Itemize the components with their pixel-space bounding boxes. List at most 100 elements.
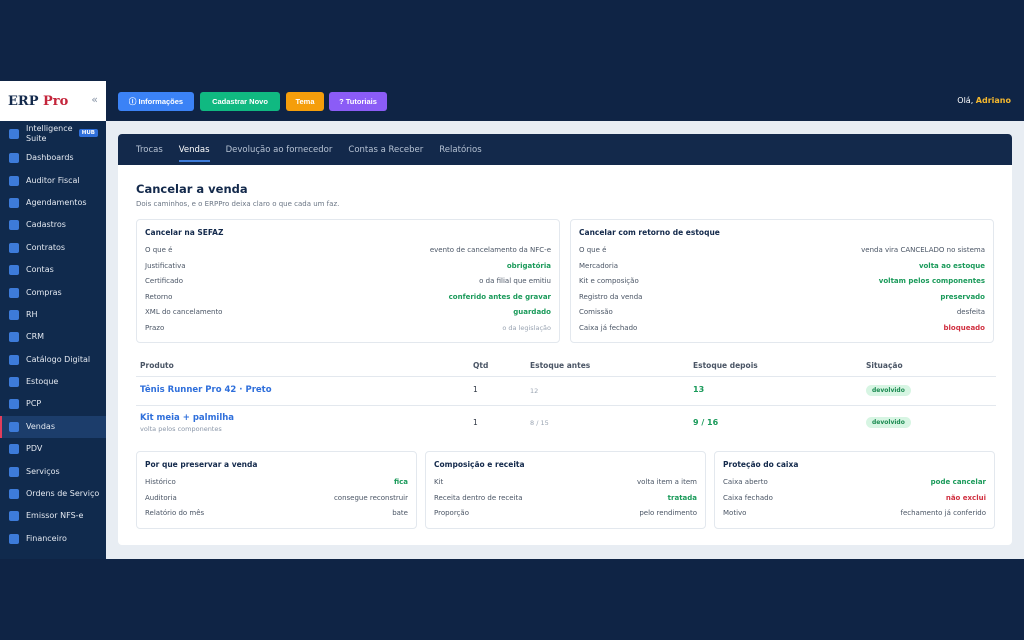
collapse-sidebar-icon[interactable]: « xyxy=(91,93,98,106)
kv-row: Motivo fechamento já conferido xyxy=(723,507,986,519)
kv-key: Mercadoria xyxy=(579,262,619,270)
divider xyxy=(136,405,996,406)
stock-before-value: 8 / 15 xyxy=(530,419,549,427)
sidebar-item-contratos[interactable]: Contratos xyxy=(0,237,106,259)
sidebar-nav: Intelligence Suite HUB Dashboards Auditor… xyxy=(0,121,106,550)
kv-key: Caixa aberto xyxy=(723,478,768,486)
sidebar-item-vendas[interactable]: Vendas xyxy=(0,415,106,439)
kv-value: desfeita xyxy=(956,308,985,316)
panel-title: Proteção do caixa xyxy=(723,460,799,469)
col-header-situacao: Situação xyxy=(866,361,903,370)
kv-value: guardado xyxy=(513,308,551,316)
stock-after-value: 9 / 16 xyxy=(693,418,719,427)
sidebar-item-catalogo-digital[interactable]: Catálogo Digital xyxy=(0,349,106,371)
module-icon xyxy=(9,197,19,208)
sidebar-item-agendamentos[interactable]: Agendamentos xyxy=(0,192,106,214)
kv-value: bloqueado xyxy=(943,324,985,332)
page-subtitle: Dois caminhos, e o ERPPro deixa claro o … xyxy=(136,200,340,208)
kv-value: não exclui xyxy=(945,494,986,502)
sidebar-item-pdv[interactable]: PDV xyxy=(0,438,106,460)
hub-badge: HUB xyxy=(78,129,98,137)
sidebar-item-dashboards[interactable]: Dashboards xyxy=(0,147,106,169)
sidebar-item-auditor-fiscal[interactable]: Auditor Fiscal xyxy=(0,169,106,191)
panel-title: Cancelar com retorno de estoque xyxy=(579,228,720,237)
sidebar-item-emissor-nfse[interactable]: Emissor NFS-e xyxy=(0,505,106,527)
sidebar-item-financeiro[interactable]: Financeiro xyxy=(0,528,106,550)
tab-devolucao-fornecedor[interactable]: Devolução ao fornecedor xyxy=(225,144,333,155)
kv-value: evento de cancelamento da NFC-e xyxy=(429,246,551,254)
sidebar-item-intelligence-suite[interactable]: Intelligence Suite HUB xyxy=(0,121,106,147)
col-header-produto: Produto xyxy=(140,361,174,370)
main-card: Trocas Vendas Devolução ao fornecedor Co… xyxy=(118,134,1012,545)
kv-row: Kit e composição voltam pelos componentes xyxy=(579,275,985,287)
status-badge: devolvido xyxy=(866,385,911,396)
kv-value: bate xyxy=(392,509,408,517)
kv-row: Receita dentro de receita tratada xyxy=(434,492,697,504)
kv-row: Mercadoria volta ao estoque xyxy=(579,260,985,272)
sidebar-item-crm[interactable]: CRM xyxy=(0,326,106,348)
tab-relatorios[interactable]: Relatórios xyxy=(439,144,482,155)
theme-button[interactable]: Tema xyxy=(286,92,324,111)
kv-value: obrigatória xyxy=(506,262,551,270)
kv-key: Motivo xyxy=(723,509,747,517)
kv-key: Certificado xyxy=(145,277,184,285)
kv-key: O que é xyxy=(145,246,173,254)
info-button[interactable]: ⓘ Informações xyxy=(118,92,194,111)
module-icon xyxy=(9,220,19,231)
module-icon xyxy=(9,421,19,432)
tab-vendas[interactable]: Vendas xyxy=(178,134,210,165)
kv-key: Histórico xyxy=(145,478,176,486)
module-icon xyxy=(9,153,19,164)
kv-value: pelo rendimento xyxy=(639,509,697,517)
product-link[interactable]: Kit meia + palmilha xyxy=(140,413,235,423)
module-icon xyxy=(9,466,19,477)
module-icon xyxy=(9,377,19,388)
sidebar-item-rh[interactable]: RH xyxy=(0,304,106,326)
kv-row: XML do cancelamento guardado xyxy=(145,306,551,318)
kv-row: Kit volta item a item xyxy=(434,476,697,488)
kv-key: Caixa fechado xyxy=(723,494,773,502)
sidebar-item-estoque[interactable]: Estoque xyxy=(0,371,106,393)
qty-value: 1 xyxy=(473,385,478,394)
col-header-estoque-depois: Estoque depois xyxy=(693,361,758,370)
sidebar-item-ordens-de-servico[interactable]: Ordens de Serviço xyxy=(0,483,106,505)
kv-row: Caixa fechado não exclui xyxy=(723,492,986,504)
module-icon xyxy=(9,242,19,253)
kv-value: venda vira CANCELADO no sistema xyxy=(861,246,985,254)
module-icon xyxy=(9,444,19,455)
logo-bar: ERP Pro « xyxy=(0,81,106,121)
tab-contas-a-receber[interactable]: Contas a Receber xyxy=(348,144,424,155)
kv-row: Certificado o da filial que emitiu xyxy=(145,275,551,287)
divider xyxy=(136,376,996,377)
tutorials-button[interactable]: ? Tutoriais xyxy=(329,92,387,111)
kv-value: pode cancelar xyxy=(930,478,986,486)
tab-trocas[interactable]: Trocas xyxy=(136,144,163,155)
kv-key: Prazo xyxy=(145,324,165,332)
sidebar-item-contas[interactable]: Contas xyxy=(0,259,106,281)
kv-row: Auditoria consegue reconstruir xyxy=(145,492,408,504)
sidebar: ERP Pro « Intelligence Suite HUB Dashboar… xyxy=(0,81,106,559)
kv-value: preservado xyxy=(940,293,985,301)
add-new-button[interactable]: Cadastrar Novo xyxy=(200,92,280,111)
kv-value: tratada xyxy=(667,494,697,502)
module-icon xyxy=(9,354,19,365)
product-subtitle: volta pelos componentes xyxy=(140,425,222,433)
stock-before-value: 12 xyxy=(530,387,539,395)
kv-row: O que é venda vira CANCELADO no sistema xyxy=(579,244,985,256)
sidebar-item-servicos[interactable]: Serviços xyxy=(0,460,106,482)
kv-value: fica xyxy=(393,478,408,486)
kv-row: Caixa aberto pode cancelar xyxy=(723,476,986,488)
user-greeting: Olá, Adriano xyxy=(957,96,1011,105)
sidebar-item-cadastros[interactable]: Cadastros xyxy=(0,214,106,236)
kv-key: Kit e composição xyxy=(579,277,639,285)
user-name[interactable]: Adriano xyxy=(975,96,1011,105)
sidebar-item-pcp[interactable]: PCP xyxy=(0,393,106,415)
kv-value: conferido antes de gravar xyxy=(448,293,551,301)
product-link[interactable]: Tênis Runner Pro 42 · Preto xyxy=(140,385,272,395)
kv-key: Auditoria xyxy=(145,494,177,502)
sidebar-item-compras[interactable]: Compras xyxy=(0,281,106,303)
kv-row: Histórico fica xyxy=(145,476,408,488)
kv-key: Comissão xyxy=(579,308,613,316)
module-icon xyxy=(9,129,19,139)
kv-value: consegue reconstruir xyxy=(333,494,408,502)
